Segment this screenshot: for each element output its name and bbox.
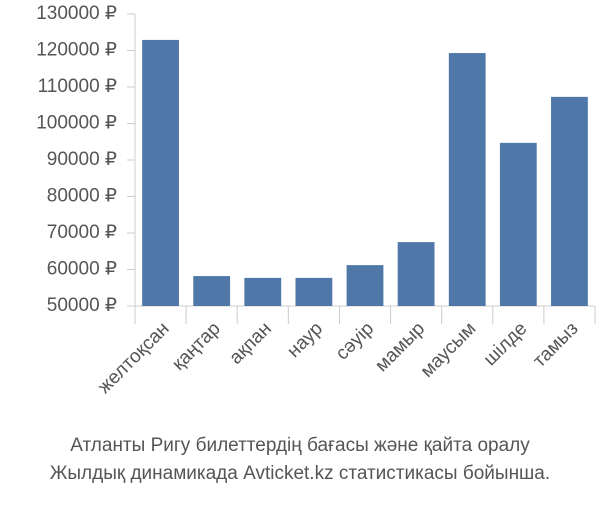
- bar: [142, 39, 179, 306]
- bar: [295, 277, 333, 306]
- y-tick-label: 100000 ₽: [36, 113, 117, 134]
- y-tick-label: 110000 ₽: [38, 76, 117, 97]
- x-tick-label: желтоқсан: [94, 318, 174, 398]
- bar: [193, 276, 231, 306]
- x-tick-label: сәуір: [332, 318, 378, 364]
- y-tick-label: 90000 ₽: [47, 149, 117, 170]
- bar: [244, 277, 282, 306]
- y-tick-label: 80000 ₽: [47, 186, 117, 207]
- y-tick-label: 70000 ₽: [47, 222, 117, 243]
- y-tick-label: 60000 ₽: [47, 259, 117, 280]
- bar: [346, 265, 384, 306]
- bar: [448, 53, 486, 307]
- y-tick-label: 130000 ₽: [36, 3, 117, 24]
- bar: [499, 142, 537, 306]
- chart-subtitle: Жылдық динамикада Avticket.kz статистика…: [50, 463, 550, 484]
- y-tick-label: 50000 ₽: [47, 295, 117, 316]
- y-tick-label: 120000 ₽: [36, 40, 117, 61]
- bar: [397, 242, 435, 306]
- chart-title: Атланты Ригу билеттердің бағасы және қай…: [70, 435, 530, 456]
- x-tick-label: тамыз: [529, 318, 582, 371]
- x-tick-label: маусым: [417, 318, 481, 382]
- x-tick-label: наур: [283, 318, 327, 362]
- x-tick-label: шілде: [480, 318, 532, 370]
- bar: [551, 96, 588, 306]
- x-tick-label: қаңтар: [168, 318, 225, 375]
- x-tick-label: ақпан: [225, 318, 275, 368]
